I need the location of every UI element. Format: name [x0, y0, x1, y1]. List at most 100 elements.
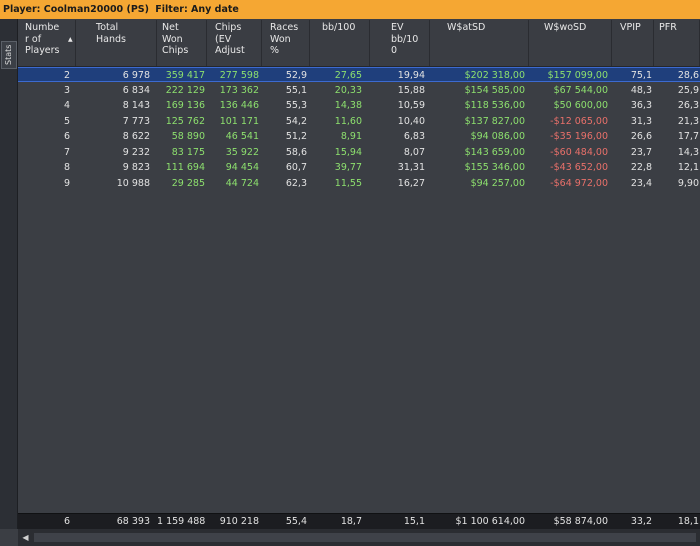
cell-wwsd: -$43 652,00 — [550, 162, 608, 173]
cell-pfr: 17,7 — [677, 131, 699, 142]
cell-ev: 35 922 — [225, 146, 259, 158]
stats-tab[interactable]: Stats — [1, 41, 17, 69]
cell-players: 7 — [63, 146, 70, 158]
header-races-label: Races — [270, 22, 299, 33]
table-row[interactable]: 4 8 143 169 136 136 446 55,3 14,38 10,59 $118 5… — [18, 98, 700, 113]
cell-bb: 11,55 — [334, 177, 362, 189]
total-players: 6 — [63, 516, 70, 527]
cell-pfr: 28,6 — [677, 70, 699, 81]
cell-races: 62,3 — [285, 177, 307, 189]
player-label: Player: Coolman20000 (PS) — [3, 4, 149, 15]
header-pfr[interactable]: PFR — [654, 20, 700, 66]
cell-wsd: $154 585,00 — [464, 84, 525, 96]
header-players-label: r of — [25, 33, 42, 45]
cell-vpip: 26,6 — [630, 131, 652, 142]
cell-hands: 7 773 — [122, 115, 150, 127]
cell-wsd: $143 659,00 — [464, 146, 525, 158]
cell-wwsd: -$12 065,00 — [550, 115, 608, 127]
header-vpip[interactable]: VPIP — [612, 20, 654, 66]
header-evbb-label: 0 — [391, 45, 398, 56]
cell-players: 2 — [63, 70, 70, 81]
cell-bb: 8,91 — [340, 131, 362, 142]
header-net-label: Chips — [162, 45, 189, 56]
cell-bb: 20,33 — [334, 84, 362, 96]
cell-bb: 39,77 — [334, 162, 362, 173]
cell-wsd: $155 346,00 — [464, 162, 525, 173]
header-races-label: Won — [270, 33, 291, 45]
header-net-label: Net — [162, 22, 179, 33]
cell-wwsd: $157 099,00 — [547, 70, 608, 81]
cell-vpip: 23,7 — [630, 146, 652, 158]
scroll-thumb[interactable] — [34, 533, 696, 542]
header-wsd[interactable]: W$atSD — [430, 20, 529, 66]
header-players[interactable]: Numbe r of Players ▲ — [18, 20, 76, 66]
cell-ev: 136 446 — [219, 100, 259, 111]
cell-wwsd: $50 600,00 — [553, 100, 608, 111]
cell-evbb: 8,07 — [403, 146, 425, 158]
total-net: 1 159 488 — [157, 516, 206, 527]
header-pfr-label: PFR — [659, 22, 677, 33]
cell-wsd: $94 086,00 — [470, 131, 525, 142]
table-row[interactable]: 2 6 978 359 417 277 598 52,9 27,65 19,94 $202 3… — [18, 67, 700, 82]
cell-evbb: 10,59 — [397, 100, 425, 111]
header-players-label: Players — [25, 45, 60, 56]
total-vpip: 33,2 — [630, 516, 652, 527]
header-players-label: Numbe — [25, 22, 60, 33]
cell-players: 8 — [63, 162, 70, 173]
total-races: 55,4 — [285, 516, 307, 527]
stats-grid: Numbe r of Players ▲ Total Hands Net Won Chips Ch… — [18, 20, 700, 512]
table-row[interactable]: 7 9 232 83 175 35 922 58,6 15,94 8,07 $143 659,… — [18, 145, 700, 160]
cell-ev: 101 171 — [219, 115, 259, 127]
cell-wsd: $202 318,00 — [464, 70, 525, 81]
cell-pfr: 25,9 — [677, 84, 699, 96]
cell-pfr: 12,1 — [677, 162, 699, 173]
header-evbb[interactable]: EV bb/10 0 — [370, 20, 430, 66]
cell-hands: 9 232 — [122, 146, 150, 158]
cell-evbb: 16,27 — [397, 177, 425, 189]
cell-net: 222 129 — [165, 84, 205, 96]
header-ev[interactable]: Chips (EV Adjust — [207, 20, 262, 66]
total-wwsd: $58 874,00 — [553, 516, 608, 527]
cell-hands: 8 143 — [122, 100, 150, 111]
horizontal-scrollbar[interactable]: ◀ — [18, 529, 700, 546]
cell-hands: 6 978 — [122, 70, 150, 81]
side-tab-panel: Stats — [0, 19, 18, 529]
header-hands-label: Hands — [96, 33, 126, 45]
cell-hands: 9 823 — [122, 162, 150, 173]
left-arrow-icon[interactable]: ◀ — [22, 533, 29, 542]
header-net[interactable]: Net Won Chips — [157, 20, 207, 66]
totals-row: 6 68 393 1 159 488 910 218 55,4 18,7 15,1 $1 10… — [18, 513, 700, 530]
header-ev-label: Adjust — [215, 45, 245, 56]
cell-players: 9 — [63, 177, 70, 189]
table-row[interactable]: 9 10 988 29 285 44 724 62,3 11,55 16,27 $94 257… — [18, 176, 700, 191]
cell-ev: 94 454 — [225, 162, 259, 173]
table-row[interactable]: 8 9 823 111 694 94 454 60,7 39,77 31,31 $155 34… — [18, 160, 700, 175]
cell-races: 55,3 — [285, 100, 307, 111]
header-bb-label: bb/100 — [322, 22, 356, 33]
cell-evbb: 10,40 — [397, 115, 425, 127]
table-row[interactable]: 3 6 834 222 129 173 362 55,1 20,33 15,88 $154 5… — [18, 83, 700, 98]
header-wsd-label: W$atSD — [447, 22, 486, 33]
cell-wsd: $118 536,00 — [464, 100, 525, 111]
header-bb[interactable]: bb/100 — [310, 20, 370, 66]
cell-bb: 14,38 — [334, 100, 362, 111]
cell-wwsd: -$60 484,00 — [550, 146, 608, 158]
header-hands[interactable]: Total Hands — [76, 20, 157, 66]
header-wwsd[interactable]: W$woSD — [529, 20, 612, 66]
cell-wsd: $94 257,00 — [470, 177, 525, 189]
table-row[interactable]: 5 7 773 125 762 101 171 54,2 11,60 10,40 $137 8… — [18, 114, 700, 129]
cell-players: 4 — [63, 100, 70, 111]
total-wsd: $1 100 614,00 — [455, 516, 525, 527]
header-races[interactable]: Races Won% — [262, 20, 310, 66]
cell-net: 169 136 — [165, 100, 205, 111]
cell-hands: 10 988 — [116, 177, 150, 189]
cell-bb: 15,94 — [334, 146, 362, 158]
total-evbb: 15,1 — [403, 516, 425, 527]
cell-net: 58 890 — [171, 131, 205, 142]
cell-evbb: 19,94 — [397, 70, 425, 81]
cell-hands: 8 622 — [122, 131, 150, 142]
cell-net: 111 694 — [165, 162, 205, 173]
cell-players: 3 — [63, 84, 70, 96]
table-row[interactable]: 6 8 622 58 890 46 541 51,2 8,91 6,83 $94 086,00… — [18, 129, 700, 144]
cell-wsd: $137 827,00 — [464, 115, 525, 127]
